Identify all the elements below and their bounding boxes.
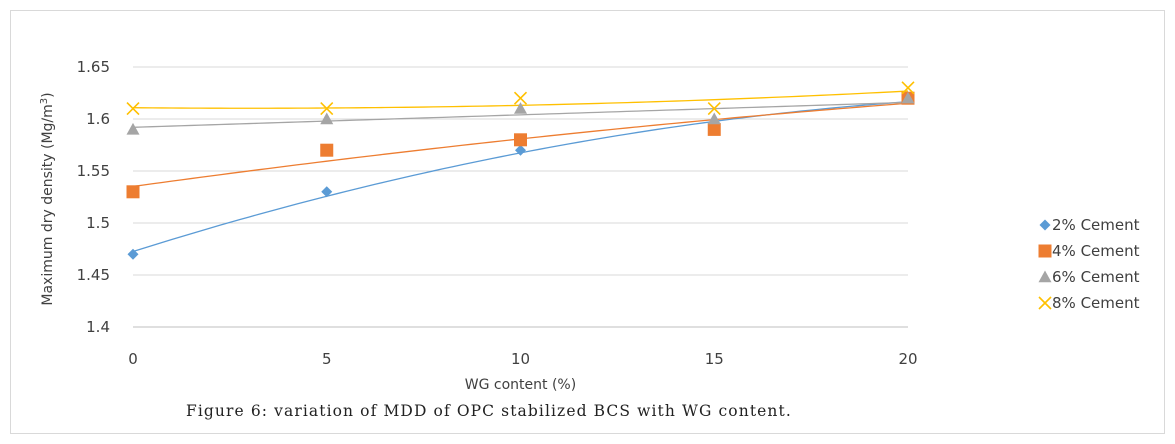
data-point <box>126 102 140 116</box>
data-point <box>126 122 140 135</box>
legend-marker <box>1039 219 1051 231</box>
data-point <box>320 112 334 125</box>
data-point <box>514 102 527 114</box>
data-point <box>514 133 527 147</box>
data-point <box>321 186 333 198</box>
legend-marker <box>1038 270 1052 283</box>
data-point <box>707 102 721 116</box>
legend-marker <box>1038 244 1052 258</box>
y-tick-label: 1.4 <box>86 318 110 336</box>
data-point <box>901 81 915 95</box>
y-tick-label: 1.45 <box>77 266 110 284</box>
legend-item: 4% Cement <box>1038 242 1140 260</box>
x-axis-title: WG content (%) <box>465 377 576 393</box>
legend-item: 2% Cement <box>1039 216 1140 234</box>
x-tick-label: 5 <box>322 350 332 368</box>
data-point <box>707 122 721 136</box>
legend-item: 6% Cement <box>1038 268 1140 286</box>
data-point <box>707 112 721 125</box>
y-tick-label: 1.65 <box>77 58 110 76</box>
y-tick-label: 1.55 <box>77 162 110 180</box>
legend-item: 8% Cement <box>1038 294 1140 312</box>
x-tick-label: 0 <box>128 350 138 368</box>
x-tick-label: 15 <box>705 350 724 368</box>
legend-label: 4% Cement <box>1052 242 1140 260</box>
series-line <box>132 101 909 128</box>
legend-label: 8% Cement <box>1052 294 1140 312</box>
legend-label: 6% Cement <box>1052 268 1140 286</box>
y-tick-label: 1.5 <box>86 214 110 232</box>
data-point <box>320 143 334 157</box>
y-tick-label: 1.6 <box>86 110 110 128</box>
chart-frame <box>10 10 1165 434</box>
x-tick-label: 20 <box>898 350 917 368</box>
data-point <box>126 185 140 199</box>
legend-marker <box>1038 296 1052 310</box>
data-point <box>320 102 334 116</box>
legend-label: 2% Cement <box>1052 216 1140 234</box>
y-axis-title: Maximum dry density (Mg/m3) <box>39 92 57 305</box>
data-point <box>901 91 915 104</box>
data-point <box>127 248 139 260</box>
x-tick-label: 10 <box>511 350 530 368</box>
figure-caption: Figure 6: variation of MDD of OPC stabil… <box>186 402 792 420</box>
series-line <box>132 101 909 253</box>
data-point <box>515 144 526 156</box>
data-point <box>513 91 528 105</box>
